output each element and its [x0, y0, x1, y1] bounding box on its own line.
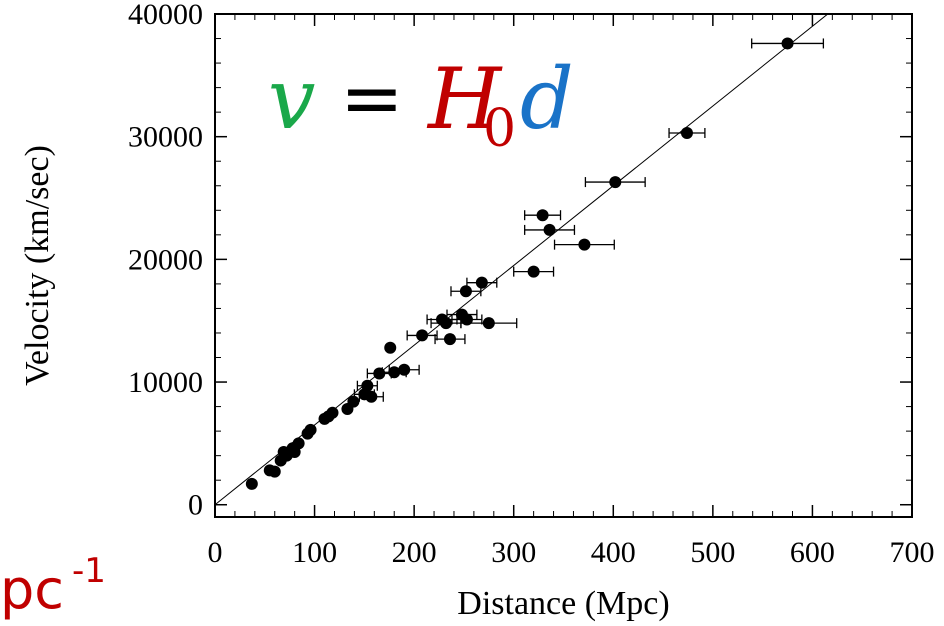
- x-tick-label: 500: [690, 536, 735, 569]
- x-tick-label: 300: [491, 536, 536, 569]
- data-point: [361, 379, 374, 392]
- data-point: [373, 367, 386, 380]
- x-tick-label: 200: [392, 536, 437, 569]
- data-point: [475, 276, 488, 289]
- y-tick-label: 20000: [128, 243, 203, 276]
- x-tick-label: 700: [890, 536, 935, 569]
- data-point: [388, 366, 401, 379]
- equation-H: H: [426, 50, 503, 148]
- data-point: [292, 437, 305, 450]
- data-point: [440, 317, 453, 330]
- data-point: [536, 209, 549, 222]
- data-point: [398, 363, 411, 376]
- data-point: [459, 285, 472, 298]
- plot-frame: [214, 13, 913, 518]
- data-point: [781, 37, 794, 50]
- plot-layer: 0 100 200 300 400 500 600 700 0 10000 20000 30000 40…: [19, 0, 935, 622]
- equation-subscript-0: 0: [483, 99, 516, 159]
- equation-v: v: [268, 50, 315, 148]
- data-point: [443, 333, 456, 346]
- data-point: [304, 423, 317, 436]
- data-point: [543, 223, 556, 236]
- data-point: [245, 477, 258, 490]
- y-tick-label: 10000: [128, 366, 203, 399]
- data-point: [578, 238, 591, 251]
- data-point: [326, 406, 339, 419]
- equation: v = H 0 d: [268, 50, 574, 159]
- unit-fragment-superscript: -1: [72, 551, 106, 591]
- y-tick-label: 30000: [128, 121, 203, 154]
- x-tick-label: 600: [790, 536, 835, 569]
- x-axis-label: Distance (Mpc): [457, 585, 669, 622]
- data-point: [416, 329, 429, 342]
- data-point: [365, 390, 378, 403]
- data-point: [268, 465, 281, 478]
- x-tick-label: 100: [292, 536, 337, 569]
- equation-d: d: [520, 50, 574, 148]
- data-point: [527, 265, 540, 278]
- data-point: [384, 341, 397, 354]
- y-tick-label: 0: [188, 489, 203, 522]
- data-point: [347, 395, 360, 408]
- unit-fragment: pc -1: [0, 551, 106, 621]
- data-point: [680, 127, 693, 140]
- y-axis-label: Velocity (km/sec): [19, 145, 56, 386]
- y-tick-label: 40000: [128, 0, 203, 31]
- x-tick-label: 0: [208, 536, 223, 569]
- data-point: [460, 313, 473, 326]
- x-tick-label: 400: [591, 536, 636, 569]
- data-point: [482, 317, 495, 330]
- unit-fragment-text: pc: [0, 558, 64, 621]
- data-point: [609, 176, 622, 189]
- equation-equals: =: [340, 53, 404, 142]
